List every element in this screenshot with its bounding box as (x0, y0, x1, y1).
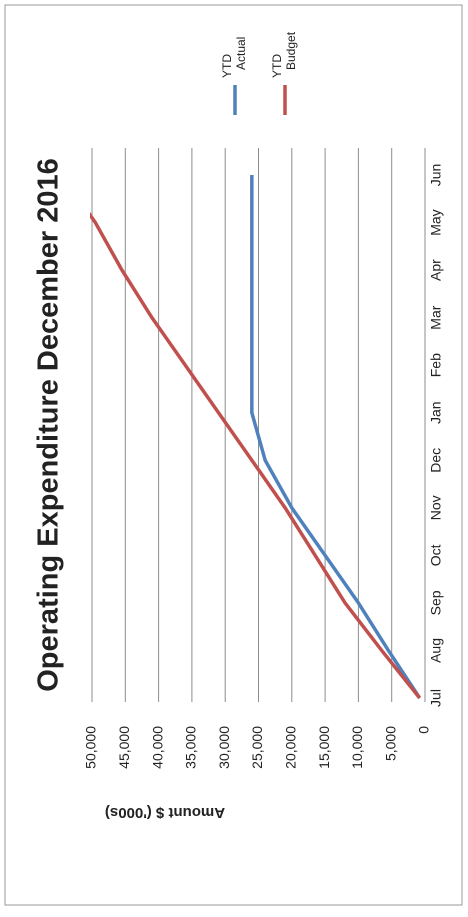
series-line (250, 175, 422, 699)
chart-title: Operating Expenditure December 2016 (33, 158, 65, 691)
legend-label-line: YTD (270, 54, 284, 78)
x-tick-label: Dec (428, 448, 444, 473)
y-tick-label: 0 (416, 726, 432, 734)
y-tick-label: 15,000 (316, 726, 332, 769)
y-tick-label: 10,000 (349, 726, 365, 769)
x-tick-label: Nov (428, 495, 444, 520)
chart-border (4, 4, 463, 906)
y-tick-label: 5,000 (382, 726, 398, 761)
y-tick-label: 50,000 (83, 726, 99, 769)
y-tick-label: 20,000 (283, 726, 299, 769)
legend-label-line: YTD (220, 54, 234, 78)
legend-label: YTDBudget (270, 31, 298, 78)
y-tick-label: 45,000 (116, 726, 132, 769)
y-tick-label: 40,000 (149, 726, 165, 769)
x-tick-label: Jul (428, 689, 444, 707)
y-tick-label: 25,000 (249, 726, 265, 769)
y-axis-title: Amount $ ('000s) (105, 804, 225, 821)
y-tick-label: 35,000 (183, 726, 199, 769)
x-tick-label: Aug (428, 638, 444, 663)
x-tick-label: Apr (428, 259, 444, 281)
legend-label-line: Actual (234, 37, 248, 70)
x-tick-label: May (428, 209, 444, 235)
x-tick-label: Jun (428, 164, 444, 187)
x-tick-label: Feb (428, 353, 444, 377)
legend-label: YTDActual (220, 37, 248, 78)
y-tick-label: 30,000 (216, 726, 232, 769)
legend-label-line: Budget (284, 31, 298, 70)
x-tick-label: Jan (428, 401, 444, 424)
chart-frame: Operating Expenditure December 2016 Amou… (4, 4, 463, 906)
series-line (90, 173, 422, 700)
x-tick-label: Sep (428, 590, 444, 615)
x-tick-label: Oct (428, 544, 444, 566)
x-tick-label: Mar (428, 305, 444, 329)
